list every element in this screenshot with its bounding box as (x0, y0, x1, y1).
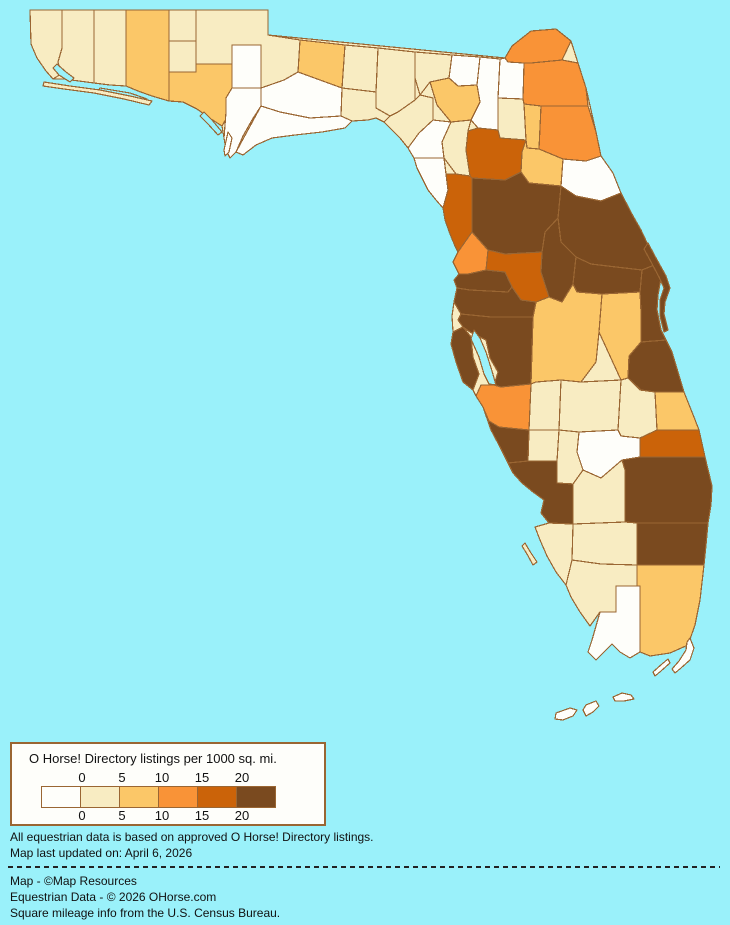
region-martin (639, 429, 706, 458)
region-st-lucie (654, 391, 700, 431)
region-palm-beach (621, 456, 713, 524)
region-okaloosa (93, 9, 127, 87)
region-duval (522, 59, 589, 107)
region-bradford (497, 97, 527, 141)
region-big-pine-key (582, 700, 600, 717)
legend-title: O Horse! Directory listings per 1000 sq.… (29, 751, 277, 766)
dashed-separator (8, 866, 720, 868)
region-leon (341, 44, 379, 93)
region-key-largo (671, 637, 695, 674)
legend-tick-top-15: 15 (194, 770, 210, 785)
credit-map: Map - ©Map Resources (10, 874, 137, 888)
region-highlands (558, 379, 622, 433)
region-taylor (383, 94, 434, 149)
credit-equestrian-data: Equestrian Data - © 2026 OHorse.com (10, 890, 217, 904)
region-indian-river (627, 339, 685, 393)
region-st-joseph-spit (223, 131, 233, 157)
credit-square-mileage: Square mileage info from the U.S. Census… (10, 906, 281, 920)
region-desoto (527, 429, 560, 462)
region-calhoun (231, 44, 262, 89)
region-islamorada-key (652, 658, 671, 677)
legend-swatch-white (41, 786, 81, 808)
region-nassau (504, 28, 572, 64)
region-pinellas (450, 326, 480, 391)
legend-tick-bottom-10: 10 (154, 808, 170, 823)
region-santa-rosa-island (42, 81, 153, 106)
legend-swatch-dark_brown (236, 786, 276, 808)
region-levy (442, 173, 473, 253)
region-lee (534, 522, 574, 586)
region-walton (125, 9, 170, 102)
legend-swatch-dark_orange (197, 786, 237, 808)
region-sanibel-island (521, 542, 538, 566)
region-tampa-bay (470, 329, 497, 386)
legend-tick-bottom-0: 0 (78, 808, 86, 823)
region-baker (497, 57, 525, 100)
region-st-andrew-bay (199, 111, 223, 136)
note-last-updated: Map last updated on: April 6, 2026 (10, 846, 193, 860)
legend-swatch-gold (119, 786, 159, 808)
region-manatee (475, 383, 532, 431)
legend-swatches (41, 786, 276, 808)
region-brevard-barrier-island (643, 242, 671, 333)
legend-swatch-orange (158, 786, 198, 808)
region-key-west (554, 707, 578, 721)
legend-tick-top-5: 5 (118, 770, 126, 785)
legend-box: O Horse! Directory listings per 1000 sq.… (10, 742, 326, 826)
legend-tick-bottom-15: 15 (194, 808, 210, 823)
region-hardee (528, 379, 562, 431)
region-broward (636, 522, 709, 566)
legend-tick-bottom-20: 20 (234, 808, 250, 823)
note-data-source: All equestrian data is based on approved… (10, 830, 374, 844)
region-dixie (413, 157, 449, 209)
region-pensacola-bay (52, 63, 75, 83)
region-hendry (571, 521, 638, 566)
region-franklin (235, 105, 353, 156)
region-marathon-key (612, 692, 635, 702)
legend-tick-top-0: 0 (78, 770, 86, 785)
region-washington (168, 40, 197, 73)
legend-ticks-top: 0 5 10 15 20 (12, 770, 324, 786)
region-holmes (168, 9, 197, 42)
region-miami-dade (636, 564, 705, 657)
legend-tick-top-20: 20 (234, 770, 250, 785)
region-hillsborough (457, 313, 534, 388)
legend-swatch-cream (80, 786, 120, 808)
legend-tick-top-10: 10 (154, 770, 170, 785)
legend-tick-bottom-5: 5 (118, 808, 126, 823)
legend-ticks-bottom: 0 5 10 15 20 (12, 808, 324, 824)
